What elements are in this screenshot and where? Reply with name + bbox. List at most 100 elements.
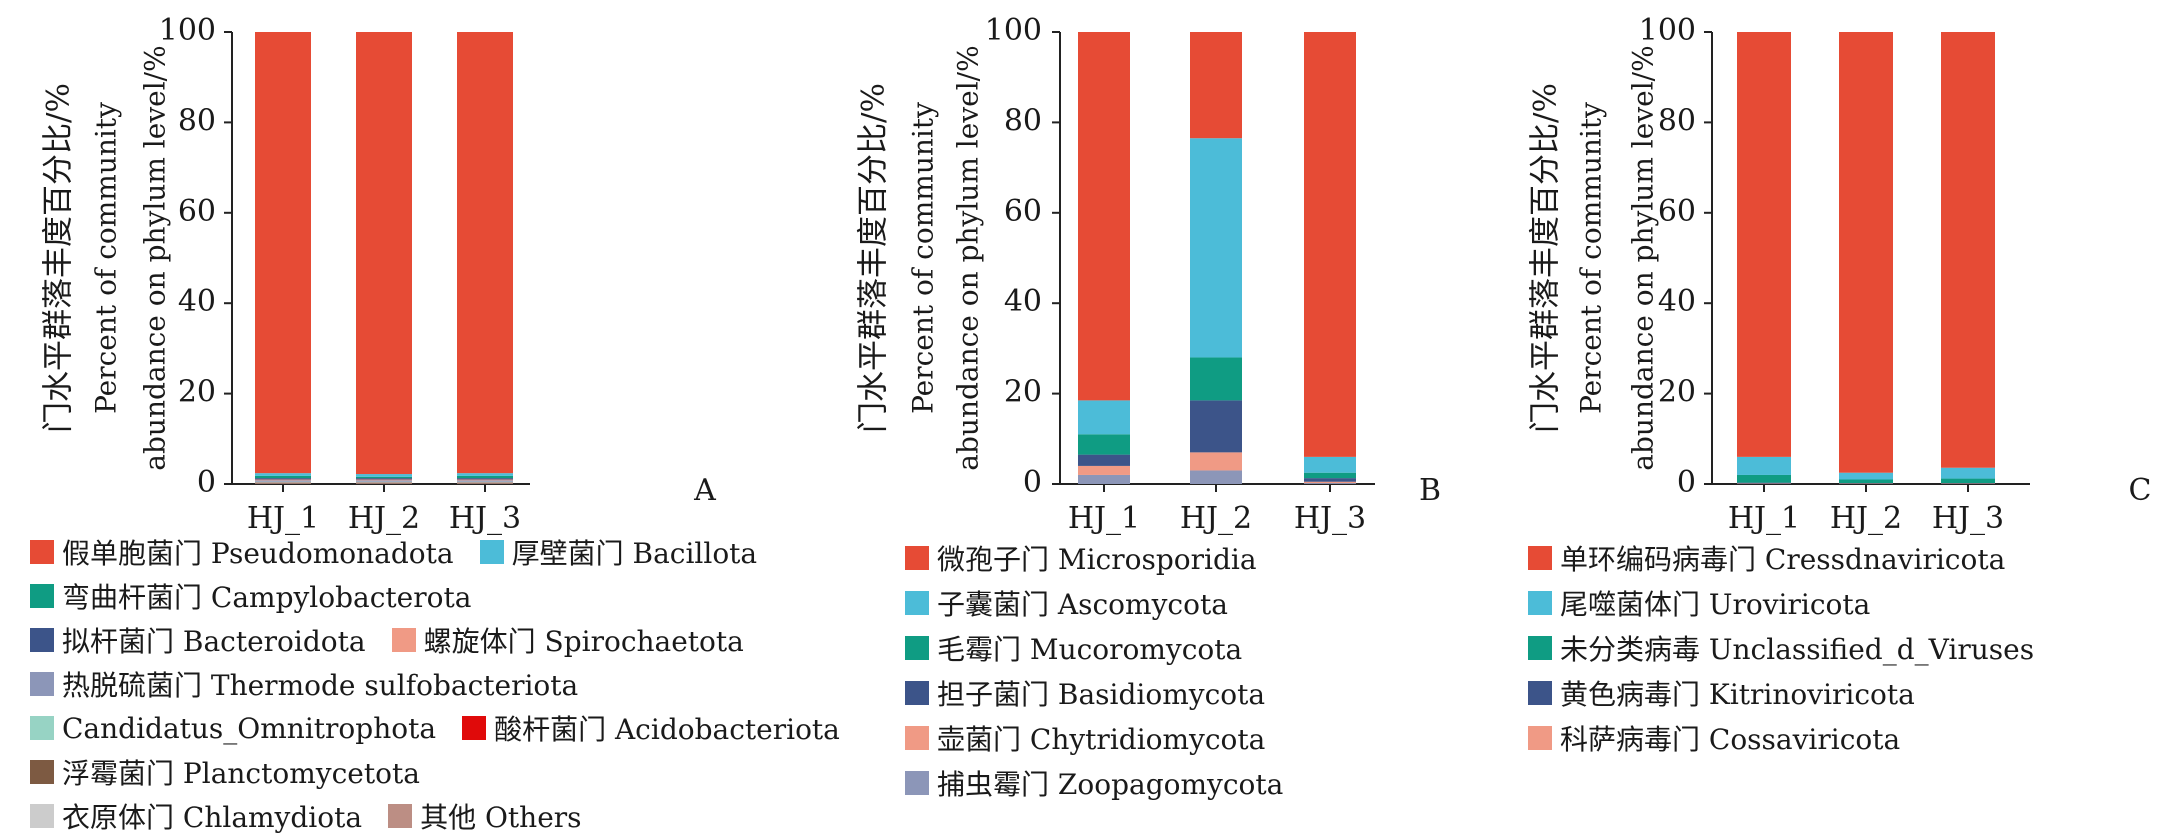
y-tick-label: 100 xyxy=(985,13,1042,48)
legend-item: 子囊菌门 Ascomycota xyxy=(905,583,1228,623)
legend-item: 担子菌门 Basidiomycota xyxy=(905,673,1265,713)
bar-segment xyxy=(1078,434,1130,455)
y-tick-label: 20 xyxy=(1004,375,1042,410)
bar-segment xyxy=(356,476,412,479)
y-tick-label: 0 xyxy=(1023,465,1042,500)
legend-row: 拟杆菌门 Bacteroidota 螺旋体门 Spirochaetota xyxy=(30,618,866,662)
bar-segment xyxy=(255,479,311,481)
legend-label: 浮霉菌门 Planctomycetota xyxy=(62,757,420,790)
x-tick-label: HJ_2 xyxy=(348,501,420,536)
legend-row: 未分类病毒 Unclassified_d_Viruses xyxy=(1528,625,2060,670)
bar-segment xyxy=(1941,478,1995,484)
bar-segment xyxy=(356,478,412,480)
legend-item: 未分类病毒 Unclassified_d_Viruses xyxy=(1528,628,2034,668)
x-tick-label: HJ_3 xyxy=(449,501,521,536)
legend-label: 壶菌门 Chytridiomycota xyxy=(937,722,1266,756)
bar-segment xyxy=(255,481,311,483)
legend-label: 黄色病毒门 Kitrinoviricota xyxy=(1560,677,1915,711)
bar-segment xyxy=(457,475,513,479)
legend-swatch xyxy=(905,770,929,795)
legend-label: 拟杆菌门 Bacteroidota xyxy=(62,625,366,658)
y-axis-label-line: Percent of community xyxy=(1575,102,1608,414)
legend-a: 假单胞菌门 Pseudomonadota 厚壁菌门 Bacillota 弯曲杆菌门 … xyxy=(30,530,866,838)
legend-row: 单环编码病毒门 Cressdnaviricota xyxy=(1528,535,2060,580)
legend-swatch xyxy=(30,804,54,828)
legend-item: 微孢子门 Microsporidia xyxy=(905,538,1257,578)
legend-swatch xyxy=(30,540,54,564)
legend-swatch xyxy=(905,725,929,750)
y-tick-label: 40 xyxy=(178,284,216,319)
legend-label: 捕虫霉门 Zoopagomycota xyxy=(937,767,1284,801)
y-tick-label: 60 xyxy=(1658,194,1696,229)
legend-label: 科萨病毒门 Cossaviricota xyxy=(1560,722,1901,756)
x-tick-label: HJ_1 xyxy=(247,501,319,536)
bar-segment xyxy=(457,473,513,476)
legend-item: 捕虫霉门 Zoopagomycota xyxy=(905,763,1283,803)
legend-swatch xyxy=(30,672,54,696)
y-tick-label: 80 xyxy=(178,103,216,138)
legend-row: 尾噬菌体门 Uroviricota xyxy=(1528,580,2060,625)
y-tick-label: 0 xyxy=(197,465,216,500)
legend-swatch xyxy=(30,628,54,652)
legend-row: Candidatus_Omnitrophota 酸杆菌门 Acidobacteri… xyxy=(30,706,866,750)
y-tick-label: 60 xyxy=(1004,194,1042,229)
bar-segment xyxy=(457,478,513,480)
y-tick-label: 60 xyxy=(178,194,216,229)
legend-row: 毛霉门 Mucoromycota xyxy=(905,625,1309,670)
legend-label: 微孢子门 Microsporidia xyxy=(937,542,1257,576)
legend-item: 黄色病毒门 Kitrinoviricota xyxy=(1528,673,1915,713)
bar-segment xyxy=(1737,456,1791,475)
legend-row: 热脱硫菌门 Thermode sulfobacteriota xyxy=(30,662,866,706)
panel-label: A xyxy=(693,473,716,508)
bar-segment xyxy=(1839,32,1893,473)
y-tick-label: 20 xyxy=(1658,375,1696,410)
bar-segment xyxy=(255,473,311,476)
legend-row: 假单胞菌门 Pseudomonadota 厚壁菌门 Bacillota xyxy=(30,530,866,574)
legend-item: 热脱硫菌门 Thermode sulfobacteriota xyxy=(30,664,578,704)
bar-segment xyxy=(1190,470,1242,484)
bar-segment xyxy=(1304,472,1356,479)
y-tick-label: 80 xyxy=(1004,103,1042,138)
x-tick-label: HJ_2 xyxy=(1180,501,1252,536)
bar-segment xyxy=(1304,456,1356,473)
x-tick-label: HJ_2 xyxy=(1830,501,1902,536)
bar-segment xyxy=(1304,483,1356,484)
bar-segment xyxy=(1078,465,1130,475)
legend-row: 微孢子门 Microsporidia xyxy=(905,535,1309,580)
y-axis-label-line: 门水平群落丰度百分比/% xyxy=(1528,83,1564,433)
x-tick-label: HJ_1 xyxy=(1068,501,1140,536)
legend-label: 毛霉门 Mucoromycota xyxy=(937,632,1243,666)
legend-swatch xyxy=(30,716,54,740)
legend-swatch xyxy=(30,760,54,784)
y-tick-label: 40 xyxy=(1004,284,1042,319)
legend-row: 担子菌门 Basidiomycota xyxy=(905,670,1309,715)
bar-segment xyxy=(1737,474,1791,483)
legend-item: Candidatus_Omnitrophota xyxy=(30,712,436,745)
panel-label: B xyxy=(1419,473,1441,508)
bar-segment xyxy=(1839,472,1893,480)
legend-swatch xyxy=(1528,680,1552,705)
legend-item: 衣原体门 Chlamydiota xyxy=(30,796,362,836)
bar-segment xyxy=(457,479,513,481)
bar-segment xyxy=(356,480,412,482)
y-tick-label: 80 xyxy=(1658,103,1696,138)
legend-label: 热脱硫菌门 Thermode sulfobacteriota xyxy=(62,669,579,702)
bar-segment xyxy=(255,480,311,482)
chart-panel-b: 门水平群落丰度百分比/% Percent of community abundanc… xyxy=(856,13,1442,536)
bar-segment xyxy=(1078,32,1130,401)
bar-segment xyxy=(356,481,412,483)
legend-item: 单环编码病毒门 Cressdnaviricota xyxy=(1528,538,2005,578)
legend-item: 酸杆菌门 Acidobacteriota xyxy=(462,708,840,748)
bar-segment xyxy=(255,475,311,479)
legend-row: 浮霉菌门 Planctomycetota xyxy=(30,750,866,794)
bar-segment xyxy=(1941,467,1995,479)
legend-swatch xyxy=(1528,725,1552,750)
legend-label: 螺旋体门 Spirochaetota xyxy=(423,625,744,658)
legend-label: 子囊菌门 Ascomycota xyxy=(937,587,1228,621)
chart-panel-a: 门水平群落丰度百分比/% Percent of community abundanc… xyxy=(41,13,717,536)
bar-segment xyxy=(457,32,513,474)
legend-c: 单环编码病毒门 Cressdnaviricota 尾噬菌体门 Uroviricot… xyxy=(1528,535,2060,760)
legend-row: 科萨病毒门 Cossaviricota xyxy=(1528,715,2060,760)
legend-swatch xyxy=(388,804,413,828)
bar-segment xyxy=(1078,454,1130,466)
